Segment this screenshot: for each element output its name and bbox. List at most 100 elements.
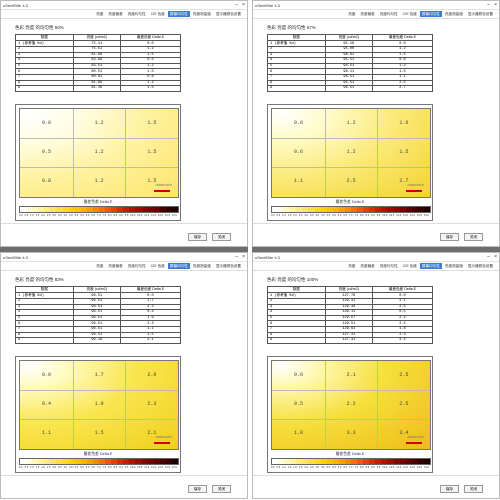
scale-swatch (50, 206, 57, 212)
scale-tick: 9.5 (124, 213, 129, 217)
table-row: 7 129.63 1.8 (267, 326, 434, 333)
tab[interactable]: 屏幕均匀性 (419, 11, 442, 17)
scale-tick: 12.0 (157, 213, 163, 217)
tab[interactable]: 亮度均匀性 (379, 12, 398, 16)
table-cell: 3.3 (371, 331, 434, 339)
scale-swatch (332, 458, 339, 464)
tab[interactable]: 亮度偏差 (108, 12, 123, 16)
table-cell: 129.48 (324, 303, 373, 311)
scale-tick: 3.5 (309, 465, 314, 469)
uniformity-map-panel: 0.0 1.2 1.5 0.5 1.2 1.5 0.8 1.2 1.5 datacolor 最差色差… (15, 103, 181, 221)
table-row: 7 96.51 1.1 (15, 326, 182, 333)
scale-swatch (165, 458, 172, 464)
close-icon[interactable]: × (242, 254, 245, 260)
scale-tick: 1.5 (35, 465, 40, 469)
tab[interactable]: 亮度 (348, 12, 356, 16)
scale-tick: 6.5 (343, 465, 347, 469)
scale-swatch (74, 458, 81, 464)
tab[interactable]: 亮度均匀性 (127, 264, 146, 268)
tab[interactable]: 亮度 (96, 12, 104, 16)
tab[interactable]: 亮度均匀性 (127, 12, 146, 16)
scale-ticks: 0.0 0.5 1.0 1.5 2.0 2.5 3.0 3.5 4.0 4.5 5.0 5.5 6.0 6… (19, 466, 177, 469)
table-cell: 1.5 (371, 68, 434, 75)
tab[interactable]: CIE 色度 (150, 264, 165, 268)
minimize-icon[interactable]: – (487, 254, 491, 260)
save-button[interactable]: 保存 (440, 233, 459, 241)
scale-swatch (357, 458, 364, 464)
scale-tick: 11.0 (144, 213, 150, 217)
scale-swatch (423, 458, 431, 464)
scale-tick: 7.0 (96, 465, 101, 469)
scale-tick: 5.5 (332, 213, 336, 217)
scale-tick: 4.5 (69, 213, 73, 217)
minimize-icon[interactable]: – (235, 2, 239, 8)
tab[interactable]: CIE 色度 (402, 264, 417, 268)
scale-tick: 5.0 (74, 213, 79, 217)
scale-tick: 11.5 (151, 465, 156, 469)
scale-tick: 10.0 (130, 465, 136, 469)
scale-ticks: 0.0 0.5 1.0 1.5 2.0 2.5 3.0 3.5 4.0 4.5 5.0 5.5 6.0 6… (271, 214, 429, 217)
scale-swatch (375, 206, 382, 212)
tab[interactable]: 屏幕均匀性 (419, 263, 442, 269)
datacolor-logo: datacolor (155, 181, 172, 187)
tab[interactable]: 显示器颜色设置 (215, 264, 241, 268)
scale-swatch (278, 206, 285, 212)
scale-swatch (272, 206, 279, 212)
close-icon[interactable]: × (242, 2, 245, 8)
save-button[interactable]: 保存 (188, 485, 207, 493)
scale-tick: 5.5 (332, 465, 336, 469)
tab[interactable]: 亮度测量值 (444, 12, 463, 16)
scale-swatch (44, 458, 51, 464)
table-cell: 2.1 (371, 298, 434, 305)
tab[interactable]: 亮度偏差 (108, 264, 123, 268)
footer-bar: 保存 关闭 (253, 223, 499, 246)
scale-tick: 10.5 (389, 465, 395, 469)
close-icon[interactable]: × (494, 2, 497, 8)
table-cell: 96.51 (72, 309, 121, 316)
table-row: 8 96.51 1.5 (15, 331, 182, 339)
tab[interactable]: 显示器颜色设置 (467, 12, 493, 16)
cell-value: 1.8 (294, 430, 304, 437)
tab[interactable]: 亮度均匀性 (379, 264, 398, 268)
scale-tick: 8.0 (108, 213, 112, 217)
tab[interactable]: 亮度偏差 (360, 12, 375, 16)
save-button[interactable]: 保存 (188, 233, 207, 241)
scale-swatch (26, 458, 33, 464)
close-button[interactable]: 关闭 (464, 485, 483, 493)
close-button[interactable]: 关闭 (212, 233, 231, 241)
tab[interactable]: 亮度 (96, 264, 104, 268)
table-cell: 2.3 (119, 303, 182, 311)
close-button[interactable]: 关闭 (464, 233, 483, 241)
scale-tick: 12.0 (409, 465, 415, 469)
scale-swatch (405, 458, 412, 464)
minimize-icon[interactable]: – (235, 254, 239, 260)
tab[interactable]: 屏幕均匀性 (167, 11, 190, 17)
close-button[interactable]: 关闭 (212, 485, 231, 493)
table-cell: 1.2 (119, 79, 182, 87)
datacolor-logo: datacolor (155, 433, 172, 439)
tab[interactable]: 亮度偏差 (360, 264, 375, 268)
tab[interactable]: 显示器颜色设置 (467, 264, 493, 268)
scale-swatch (411, 458, 418, 464)
tab[interactable]: 亮度测量值 (192, 264, 211, 268)
close-icon[interactable]: × (494, 254, 497, 260)
save-button[interactable]: 保存 (440, 485, 459, 493)
cell-value: 2.5 (346, 178, 356, 185)
tab[interactable]: 亮度测量值 (444, 264, 463, 268)
tab[interactable]: 显示器颜色设置 (215, 12, 241, 16)
table-row: 1 (参考值 %d) 127.76 0.0 (267, 292, 434, 299)
tab[interactable]: CIE 色度 (402, 12, 417, 16)
report-window: uSentElite 4.3 – × 亮度 亮度偏差 亮度均匀性 CIE 色度 屏幕均匀性 亮度… (0, 252, 248, 499)
tab[interactable]: 屏幕均匀性 (167, 263, 190, 269)
tab[interactable]: CIE 色度 (150, 12, 165, 16)
tab[interactable]: 亮度测量值 (192, 12, 211, 16)
scale-tick: 0.0 (271, 213, 275, 217)
window-gap (0, 247, 248, 254)
minimize-icon[interactable]: – (487, 2, 491, 8)
tab[interactable]: 亮度 (348, 264, 356, 268)
scale-tick: 11.5 (403, 213, 408, 217)
delta-e-color-scale (19, 457, 179, 465)
scale-tick: 5.0 (74, 465, 79, 469)
scale-tick: 5.5 (80, 465, 84, 469)
